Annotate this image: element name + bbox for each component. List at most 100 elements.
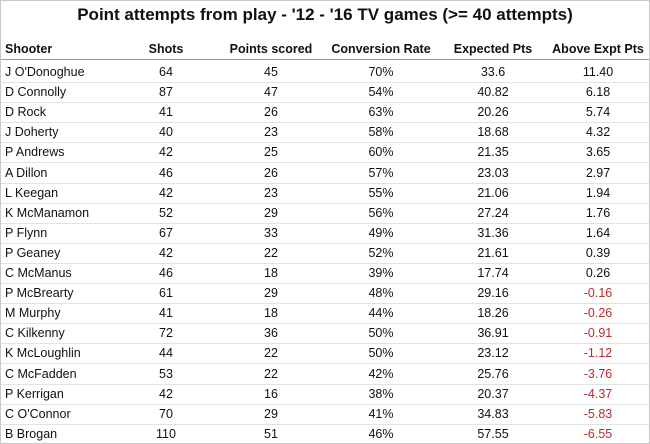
player-name: P Andrews — [5, 145, 65, 160]
table-cell: 44% — [368, 306, 394, 321]
table-row: M Murphy 41 18 44% 18.26 -0.26 — [1, 303, 649, 325]
table-cell: 47 — [264, 85, 278, 100]
table-cell: 3.65 — [585, 145, 611, 160]
table-cell: 60% — [368, 145, 394, 160]
table-cell: 55% — [368, 185, 394, 200]
table-cell: 52 — [159, 205, 173, 220]
table-cell: 51 — [264, 426, 278, 441]
table-cell: 23 — [264, 185, 278, 200]
player-name: P Geaney — [5, 245, 61, 260]
table-cell: 40 — [159, 125, 173, 140]
table-row: C McFadden 53 22 42% 25.76 -3.76 — [1, 364, 649, 385]
table-cell: 38% — [368, 386, 394, 401]
table-cell: 29 — [264, 286, 278, 301]
column-header: Shooter — [5, 42, 53, 56]
table-cell: 26 — [264, 165, 278, 180]
table-cell: 42 — [159, 245, 173, 260]
player-name: K McLoughlin — [5, 346, 81, 361]
table-row: C McManus 46 18 39% 17.74 0.26 — [1, 263, 649, 284]
table-cell: 4.32 — [585, 125, 611, 140]
table-cell: 56% — [368, 205, 394, 220]
table-cell: 1.94 — [585, 185, 611, 200]
player-name: D Rock — [5, 105, 46, 120]
table-cell: 53 — [159, 366, 173, 381]
player-name: K McManamon — [5, 205, 90, 220]
table-cell: 20.26 — [477, 105, 509, 120]
table-cell: 45 — [264, 65, 278, 79]
table-cell: 5.74 — [585, 105, 611, 120]
table-row: P Flynn 67 33 49% 31.36 1.64 — [1, 223, 649, 244]
table-cell: 16 — [264, 386, 278, 401]
table-cell: 22 — [264, 346, 278, 361]
player-name: A Dillon — [5, 165, 48, 180]
table-cell: 50% — [368, 346, 394, 361]
table-cell: -3.76 — [583, 366, 613, 381]
player-name: C McManus — [5, 266, 72, 280]
player-name: J Doherty — [5, 125, 59, 140]
table-cell: 23.03 — [477, 165, 509, 180]
player-name: D Connolly — [5, 85, 67, 100]
table-cell: 42 — [159, 145, 173, 160]
table-cell: 87 — [159, 85, 173, 100]
table-cell: 46 — [159, 266, 173, 280]
table-cell: 64 — [159, 65, 173, 79]
table-cell: 33.6 — [480, 65, 506, 79]
table-cell: 21.35 — [477, 145, 509, 160]
table-cell: 57.55 — [477, 426, 509, 441]
table-cell: 18.68 — [477, 125, 509, 140]
column-header: Expected Pts — [453, 42, 533, 56]
table-cell: 26 — [264, 105, 278, 120]
table-cell: 46 — [159, 165, 173, 180]
header-row: Shooter Shots Points scored Conversion Rate… — [1, 39, 649, 60]
table-row: D Connolly 87 47 54% 40.82 6.18 — [1, 82, 649, 104]
table-cell: 70 — [159, 406, 173, 421]
table-cell: 18 — [264, 266, 278, 280]
table-row: P Geaney 42 22 52% 21.61 0.39 — [1, 243, 649, 264]
table-cell: 42 — [159, 386, 173, 401]
table-cell: 36.91 — [477, 326, 509, 341]
table-cell: 36 — [264, 326, 278, 341]
player-name: C Kilkenny — [5, 326, 65, 341]
table-cell: 20.37 — [477, 386, 509, 401]
table-cell: 29 — [264, 406, 278, 421]
table-cell: 110 — [156, 426, 176, 441]
table-cell: 1.64 — [585, 225, 611, 240]
player-name: J O'Donoghue — [5, 65, 85, 79]
table-row: K McManamon 52 29 56% 27.24 1.76 — [1, 203, 649, 224]
table-cell: 21.61 — [477, 245, 509, 260]
table-cell: 18.26 — [477, 306, 509, 321]
table-row: J O'Donoghue 64 45 70% 33.6 11.40 — [1, 62, 649, 83]
table-cell: 63% — [368, 105, 394, 120]
column-header: Conversion Rate — [331, 42, 431, 56]
table-cell: 25 — [264, 145, 278, 160]
column-header: Points scored — [229, 42, 313, 56]
table-cell: 18 — [264, 306, 278, 321]
table-cell: 58% — [368, 125, 394, 140]
table-cell: 31.36 — [477, 225, 509, 240]
table-cell: 27.24 — [477, 205, 509, 220]
table-row: C O'Connor 70 29 41% 34.83 -5.83 — [1, 404, 649, 425]
table-cell: 1.76 — [585, 205, 611, 220]
table-cell: 29.16 — [477, 286, 509, 301]
player-name: B Brogan — [5, 426, 58, 441]
table-cell: 72 — [159, 326, 173, 341]
table-cell: -6.55 — [583, 426, 613, 441]
table-cell: 2.97 — [585, 165, 611, 180]
table-cell: 22 — [264, 245, 278, 260]
table-cell: 40.82 — [477, 85, 509, 100]
table-cell: 17.74 — [477, 266, 509, 280]
table-title: Point attempts from play - '12 - '16 TV … — [77, 5, 573, 24]
table-cell: 48% — [368, 286, 394, 301]
table-cell: 67 — [159, 225, 173, 240]
table-cell: -0.26 — [583, 306, 613, 321]
table-cell: 41 — [159, 105, 173, 120]
table-cell: 41 — [159, 306, 173, 321]
table-cell: 23.12 — [477, 346, 509, 361]
table-cell: 49% — [368, 225, 394, 240]
table-cell: 42% — [368, 366, 394, 381]
table-cell: 33 — [264, 225, 278, 240]
table-cell: 46% — [368, 426, 394, 441]
table-cell: -1.12 — [583, 346, 613, 361]
player-name: C McFadden — [5, 366, 77, 381]
